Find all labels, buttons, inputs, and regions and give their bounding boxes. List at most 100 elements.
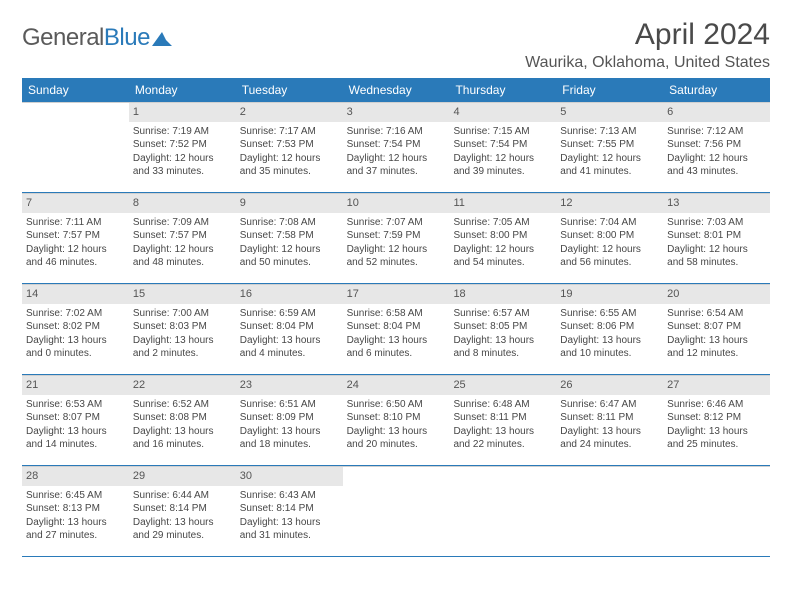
sunset-line: Sunset: 8:01 PM bbox=[667, 229, 766, 243]
day-number: 15 bbox=[129, 285, 236, 304]
day-number: 18 bbox=[449, 285, 556, 304]
day-number: 6 bbox=[663, 103, 770, 122]
day-number: 7 bbox=[22, 194, 129, 213]
sunset-line: Sunset: 8:11 PM bbox=[453, 411, 552, 425]
sunset-line: Sunset: 8:00 PM bbox=[453, 229, 552, 243]
daylight-line: Daylight: 12 hours and 41 minutes. bbox=[560, 152, 659, 179]
sunset-line: Sunset: 7:55 PM bbox=[560, 138, 659, 152]
calendar-day: 30Sunrise: 6:43 AMSunset: 8:14 PMDayligh… bbox=[236, 466, 343, 556]
day-number: 25 bbox=[449, 376, 556, 395]
sunset-line: Sunset: 7:53 PM bbox=[240, 138, 339, 152]
daylight-line: Daylight: 13 hours and 0 minutes. bbox=[26, 334, 125, 361]
day-number: 2 bbox=[236, 103, 343, 122]
calendar-day: 27Sunrise: 6:46 AMSunset: 8:12 PMDayligh… bbox=[663, 375, 770, 465]
calendar-day: 25Sunrise: 6:48 AMSunset: 8:11 PMDayligh… bbox=[449, 375, 556, 465]
sunset-line: Sunset: 8:13 PM bbox=[26, 502, 125, 516]
title-block: April 2024 Waurika, Oklahoma, United Sta… bbox=[525, 18, 770, 72]
day-number: 5 bbox=[556, 103, 663, 122]
sunset-line: Sunset: 8:00 PM bbox=[560, 229, 659, 243]
sunrise-line: Sunrise: 7:13 AM bbox=[560, 125, 659, 139]
daylight-line: Daylight: 12 hours and 58 minutes. bbox=[667, 243, 766, 270]
calendar-day: 5 Sunrise: 7:13 AMSunset: 7:55 PMDaylight… bbox=[556, 102, 663, 192]
daylight-line: Daylight: 12 hours and 48 minutes. bbox=[133, 243, 232, 270]
sunrise-line: Sunrise: 6:52 AM bbox=[133, 398, 232, 412]
calendar-day: 1Sunrise: 7:19 AMSunset: 7:52 PMDaylight… bbox=[129, 102, 236, 192]
logo-text: GeneralBlue bbox=[22, 24, 150, 52]
day-number: 26 bbox=[556, 376, 663, 395]
sunrise-line: Sunrise: 6:59 AM bbox=[240, 307, 339, 321]
sunset-line: Sunset: 8:07 PM bbox=[667, 320, 766, 334]
daylight-line: Daylight: 13 hours and 12 minutes. bbox=[667, 334, 766, 361]
calendar-day: 20Sunrise: 6:54 AMSunset: 8:07 PMDayligh… bbox=[663, 284, 770, 374]
sunrise-line: Sunrise: 7:07 AM bbox=[347, 216, 446, 230]
sunrise-line: Sunrise: 7:09 AM bbox=[133, 216, 232, 230]
day-number: 20 bbox=[663, 285, 770, 304]
sunrise-line: Sunrise: 6:43 AM bbox=[240, 489, 339, 503]
calendar-day: 23Sunrise: 6:51 AMSunset: 8:09 PMDayligh… bbox=[236, 375, 343, 465]
day-number: 14 bbox=[22, 285, 129, 304]
day-number: 11 bbox=[449, 194, 556, 213]
weekday-header: Sunday bbox=[22, 78, 129, 102]
day-number: 29 bbox=[129, 467, 236, 486]
calendar-day: 14Sunrise: 7:02 AMSunset: 8:02 PMDayligh… bbox=[22, 284, 129, 374]
logo-word1: General bbox=[22, 24, 104, 51]
sunset-line: Sunset: 8:08 PM bbox=[133, 411, 232, 425]
calendar-day: 21Sunrise: 6:53 AMSunset: 8:07 PMDayligh… bbox=[22, 375, 129, 465]
sunset-line: Sunset: 8:09 PM bbox=[240, 411, 339, 425]
sunrise-line: Sunrise: 7:04 AM bbox=[560, 216, 659, 230]
calendar-day: 28Sunrise: 6:45 AMSunset: 8:13 PMDayligh… bbox=[22, 466, 129, 556]
day-number: 30 bbox=[236, 467, 343, 486]
calendar-day: 17Sunrise: 6:58 AMSunset: 8:04 PMDayligh… bbox=[343, 284, 450, 374]
logo: GeneralBlue bbox=[22, 24, 172, 52]
sunrise-line: Sunrise: 7:00 AM bbox=[133, 307, 232, 321]
daylight-line: Daylight: 13 hours and 6 minutes. bbox=[347, 334, 446, 361]
calendar-body: 1Sunrise: 7:19 AMSunset: 7:52 PMDaylight… bbox=[22, 102, 770, 557]
sunrise-line: Sunrise: 6:57 AM bbox=[453, 307, 552, 321]
day-number: 10 bbox=[343, 194, 450, 213]
daylight-line: Daylight: 13 hours and 2 minutes. bbox=[133, 334, 232, 361]
daylight-line: Daylight: 12 hours and 56 minutes. bbox=[560, 243, 659, 270]
sunset-line: Sunset: 8:07 PM bbox=[26, 411, 125, 425]
daylight-line: Daylight: 13 hours and 29 minutes. bbox=[133, 516, 232, 543]
sunrise-line: Sunrise: 7:17 AM bbox=[240, 125, 339, 139]
page-header: GeneralBlue April 2024 Waurika, Oklahoma… bbox=[22, 18, 770, 72]
weekday-row: SundayMondayTuesdayWednesdayThursdayFrid… bbox=[22, 78, 770, 102]
weekday-header: Thursday bbox=[449, 78, 556, 102]
calendar-day: 7Sunrise: 7:11 AMSunset: 7:57 PMDaylight… bbox=[22, 193, 129, 283]
logo-mark-icon bbox=[152, 30, 172, 46]
day-number: 12 bbox=[556, 194, 663, 213]
day-number: 9 bbox=[236, 194, 343, 213]
sunrise-line: Sunrise: 6:55 AM bbox=[560, 307, 659, 321]
sunset-line: Sunset: 8:12 PM bbox=[667, 411, 766, 425]
sunset-line: Sunset: 7:54 PM bbox=[453, 138, 552, 152]
sunset-line: Sunset: 7:56 PM bbox=[667, 138, 766, 152]
calendar-week: 1Sunrise: 7:19 AMSunset: 7:52 PMDaylight… bbox=[22, 102, 770, 193]
sunrise-line: Sunrise: 6:44 AM bbox=[133, 489, 232, 503]
calendar-day-empty bbox=[22, 102, 129, 192]
sunrise-line: Sunrise: 6:46 AM bbox=[667, 398, 766, 412]
daylight-line: Daylight: 13 hours and 25 minutes. bbox=[667, 425, 766, 452]
calendar-day: 22Sunrise: 6:52 AMSunset: 8:08 PMDayligh… bbox=[129, 375, 236, 465]
daylight-line: Daylight: 12 hours and 50 minutes. bbox=[240, 243, 339, 270]
calendar-day: 24Sunrise: 6:50 AMSunset: 8:10 PMDayligh… bbox=[343, 375, 450, 465]
daylight-line: Daylight: 12 hours and 35 minutes. bbox=[240, 152, 339, 179]
sunrise-line: Sunrise: 6:50 AM bbox=[347, 398, 446, 412]
day-number: 8 bbox=[129, 194, 236, 213]
sunrise-line: Sunrise: 7:16 AM bbox=[347, 125, 446, 139]
weekday-header: Friday bbox=[556, 78, 663, 102]
sunrise-line: Sunrise: 7:03 AM bbox=[667, 216, 766, 230]
sunrise-line: Sunrise: 6:53 AM bbox=[26, 398, 125, 412]
daylight-line: Daylight: 13 hours and 27 minutes. bbox=[26, 516, 125, 543]
sunset-line: Sunset: 7:57 PM bbox=[133, 229, 232, 243]
calendar-week: 7Sunrise: 7:11 AMSunset: 7:57 PMDaylight… bbox=[22, 193, 770, 284]
day-number: 28 bbox=[22, 467, 129, 486]
sunset-line: Sunset: 8:04 PM bbox=[347, 320, 446, 334]
sunrise-line: Sunrise: 7:08 AM bbox=[240, 216, 339, 230]
sunrise-line: Sunrise: 7:15 AM bbox=[453, 125, 552, 139]
sunset-line: Sunset: 8:05 PM bbox=[453, 320, 552, 334]
month-title: April 2024 bbox=[525, 18, 770, 52]
daylight-line: Daylight: 13 hours and 4 minutes. bbox=[240, 334, 339, 361]
sunset-line: Sunset: 7:52 PM bbox=[133, 138, 232, 152]
day-number: 16 bbox=[236, 285, 343, 304]
day-number: 13 bbox=[663, 194, 770, 213]
